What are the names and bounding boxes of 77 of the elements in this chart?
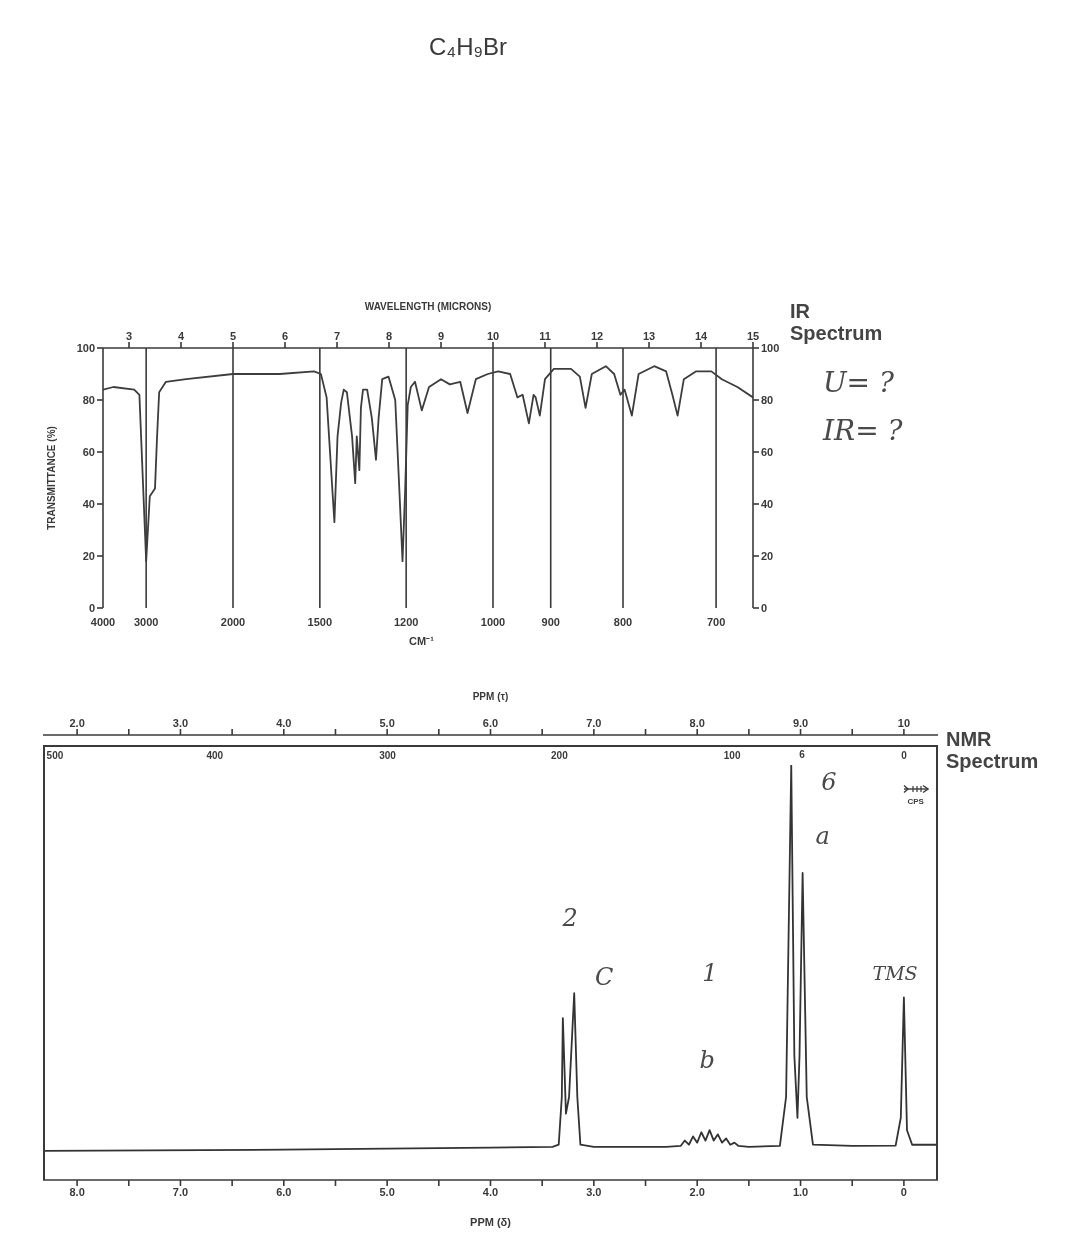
x-tick-label: 6.0 <box>276 1185 292 1198</box>
text: 1500 <box>307 615 333 628</box>
text: 1000 <box>480 615 506 628</box>
y-tick-label: 0 <box>88 601 95 614</box>
x-tick-label: 7 <box>333 330 341 342</box>
x-tick-label: 0 <box>900 1185 907 1198</box>
annotation: CPS <box>907 796 924 806</box>
y2-tick-label: 60 <box>761 445 774 458</box>
x-tick-label: 14 <box>694 330 708 342</box>
text: 1200 <box>393 615 419 628</box>
text: 800 <box>613 615 633 628</box>
y-tick-label: 40 <box>82 497 95 510</box>
y2-tick-label: 80 <box>761 393 774 406</box>
annotation: 1 <box>702 958 718 987</box>
x-tick-label: 7.0 <box>172 1185 189 1198</box>
x2-tick-label: 8.0 <box>689 717 705 729</box>
x-tick-label: 5 <box>229 330 237 342</box>
y2-tick-label: 100 <box>761 341 780 354</box>
x2-tick-label: 2.0 <box>69 717 85 729</box>
x-tick-label: 9 <box>437 330 445 342</box>
x-axis-title: WAVELENGTH (MICRONS) <box>364 301 492 313</box>
x-tick-label: 11 <box>539 330 551 342</box>
text: IR Spectrum <box>790 300 884 344</box>
x2-axis-title: PPM (τ) <box>472 691 509 703</box>
text: 200 <box>551 749 568 761</box>
text: 300 <box>379 749 396 761</box>
y-tick-label: 20 <box>82 549 95 562</box>
x2-tick-label: 6.0 <box>482 717 499 729</box>
annotation: b <box>699 1045 715 1074</box>
x2-tick-label: 3.0 <box>172 717 189 729</box>
x-tick-label: 5.0 <box>379 1185 395 1198</box>
text: IR= ? <box>823 414 904 448</box>
text: 400 <box>206 749 224 761</box>
text: 6 <box>799 749 805 761</box>
y-tick-label: 100 <box>76 341 95 354</box>
x-tick-label: 15 <box>746 330 760 342</box>
text: 900 <box>541 615 560 628</box>
x-tick-label: 8.0 <box>69 1185 85 1198</box>
y2-tick-label: 20 <box>761 549 774 562</box>
text: CM⁻¹ <box>409 634 434 646</box>
x-tick-label: 6 <box>281 330 289 342</box>
y-tick-label: 60 <box>82 445 95 458</box>
x-tick-label: 12 <box>590 330 604 342</box>
text: U= ? <box>823 366 895 400</box>
text: 2000 <box>220 615 246 628</box>
annotation: 6 <box>821 767 837 796</box>
x-tick-label: 4 <box>177 330 185 342</box>
x-tick-label: 10 <box>486 330 500 342</box>
x-tick-label: 13 <box>642 330 656 342</box>
text: 4000 <box>90 615 116 628</box>
x2-tick-label: 5.0 <box>379 717 395 729</box>
y-tick-label: 80 <box>82 393 95 406</box>
y2-tick-label: 40 <box>761 497 774 510</box>
x-tick-label: 4.0 <box>482 1185 499 1198</box>
x-tick-label: 1.0 <box>792 1185 809 1198</box>
text: 3000 <box>133 615 159 628</box>
annotation: TMS <box>872 961 918 984</box>
annotation: 2 <box>562 904 578 933</box>
text: 500 <box>46 749 64 761</box>
x2-tick-label: 7.0 <box>586 717 602 729</box>
x-tick-label: 3 <box>125 330 133 342</box>
y-axis-title: TRANSMITTANCE (%) <box>45 426 57 530</box>
y2-tick-label: 0 <box>761 601 768 614</box>
text: 100 <box>723 749 741 761</box>
text: 0 <box>901 749 907 761</box>
x-axis-title: PPM (δ) <box>470 1216 512 1228</box>
x-tick-label: 2.0 <box>689 1185 705 1198</box>
x-tick-label: 3.0 <box>586 1185 602 1198</box>
text: NMR Spectrum <box>946 728 1040 772</box>
x2-tick-label: 4.0 <box>276 717 292 729</box>
x-tick-label: 8 <box>385 330 393 342</box>
x2-tick-label: 10 <box>897 717 911 729</box>
text: 700 <box>706 615 726 628</box>
x2-tick-label: 9.0 <box>792 717 809 729</box>
annotation: C <box>594 962 614 991</box>
text: C₄H₉Br <box>428 33 508 62</box>
annotation: a <box>815 821 830 850</box>
